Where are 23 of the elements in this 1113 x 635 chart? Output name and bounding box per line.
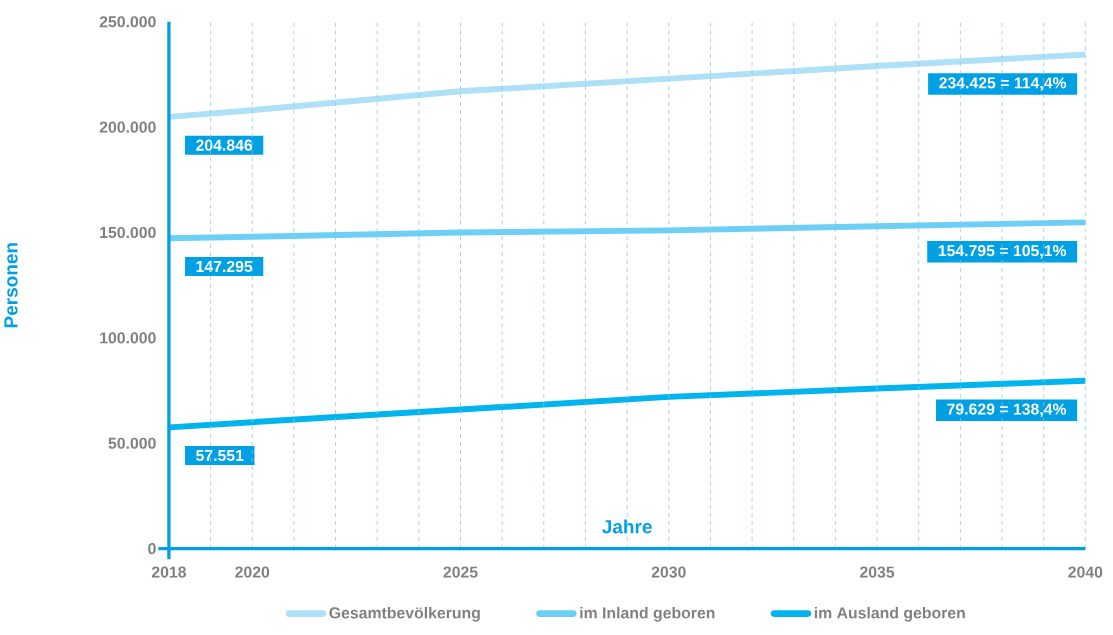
x-tick-label: 2030 xyxy=(651,566,686,578)
y-tick-label: 0 xyxy=(148,543,156,555)
y-axis-title: Personen xyxy=(4,243,18,328)
x-tick-label: 2035 xyxy=(860,566,895,578)
legend-label: im Ausland geboren xyxy=(814,607,965,622)
y-tick-label: 100.000 xyxy=(100,332,156,344)
data-label: 234.425 = 114,4% xyxy=(939,77,1067,91)
data-label: 57.551 xyxy=(196,450,244,462)
x-axis-title: Jahre xyxy=(602,519,652,534)
data-label: 204.846 xyxy=(196,139,253,151)
y-tick-label: 250.000 xyxy=(99,16,156,28)
legend-label: Gesamtbevölkerung xyxy=(329,607,480,622)
x-tick-label: 2020 xyxy=(235,566,270,578)
y-tick-label: 150.000 xyxy=(100,227,156,239)
y-tick-label: 200.000 xyxy=(99,121,156,133)
x-tick-label: 2040 xyxy=(1068,566,1103,578)
x-tick-label: 2018 xyxy=(151,566,187,578)
data-label: 154.795 = 105,1% xyxy=(938,245,1067,259)
data-label: 79.629 = 138,4% xyxy=(947,403,1067,418)
data-label: 147.295 xyxy=(196,261,253,273)
x-tick-label: 2025 xyxy=(443,566,478,578)
legend-label: im Inland geboren xyxy=(580,607,715,622)
y-tick-label: 50.000 xyxy=(108,437,156,450)
